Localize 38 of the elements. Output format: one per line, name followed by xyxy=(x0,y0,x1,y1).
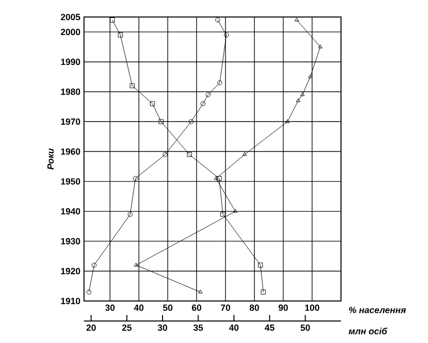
point xyxy=(242,152,247,156)
x-tick-label: 90 xyxy=(278,304,288,311)
y-tick-label: 1950 xyxy=(61,178,80,185)
x-tick-label: 40 xyxy=(134,304,144,311)
y-tick-label: 1970 xyxy=(61,118,80,125)
point xyxy=(296,98,300,102)
y-tick-label: 1940 xyxy=(61,208,80,214)
y-tick-label: 2005 xyxy=(60,14,80,20)
x-axis-title: % населення xyxy=(349,306,406,314)
x-tick-label: 50 xyxy=(163,304,172,311)
x-tick-label: 100 xyxy=(305,304,320,311)
x2-axis-title: млн осіб xyxy=(348,328,388,334)
point xyxy=(300,92,305,96)
y-tick-label: 1920 xyxy=(61,268,80,274)
y-tick-label: 1910 xyxy=(61,298,80,304)
y-tick-label: 1930 xyxy=(61,238,80,244)
point xyxy=(214,176,218,180)
x2-tick-label: 20 xyxy=(86,324,96,331)
y-tick-label: 2000 xyxy=(60,28,80,36)
x2-tick-label: 35 xyxy=(193,324,203,331)
y-axis-title: Роки xyxy=(47,148,54,170)
x2-tick-label: 40 xyxy=(229,324,239,331)
x-tick-label: 60 xyxy=(192,304,202,311)
point xyxy=(308,74,312,78)
x2-tick-label: 25 xyxy=(122,324,132,331)
x-tick-label: 70 xyxy=(220,304,230,311)
point xyxy=(134,262,138,266)
point xyxy=(233,208,238,213)
x2-tick-label: 30 xyxy=(158,324,168,331)
point xyxy=(285,119,290,123)
x-tick-label: 30 xyxy=(105,304,115,311)
point xyxy=(318,44,322,48)
x2-tick-label: 45 xyxy=(264,324,274,331)
y-tick-label: 1980 xyxy=(61,88,80,95)
y-tick-label: 1960 xyxy=(61,148,80,155)
x-tick-label: 80 xyxy=(250,304,259,311)
y-tick-label: 1990 xyxy=(61,58,80,66)
x2-tick-label: 50 xyxy=(300,324,310,331)
